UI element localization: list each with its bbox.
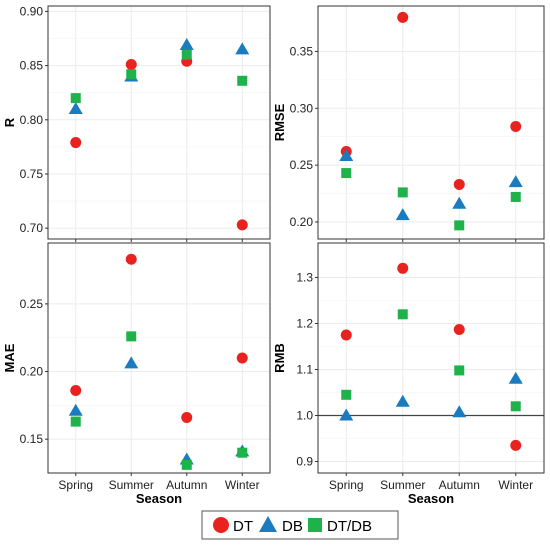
panel-r-ytick-label: 0.75 xyxy=(20,167,44,181)
panel-rmse-ylabel: RMSE xyxy=(272,103,287,141)
legend-dt-marker xyxy=(213,517,229,533)
panel-mae-dt-db-spring-marker xyxy=(70,416,81,427)
panel-mae-dt-db-winter-marker xyxy=(237,447,248,458)
panel-mae-xtick-label-spring: Spring xyxy=(58,478,93,492)
panel-rmb-dt-db-winter-marker xyxy=(510,401,521,412)
panel-rmb-xtick-label-winter: Winter xyxy=(498,478,533,492)
panel-rmse-border xyxy=(317,5,545,240)
panel-rmb-dt-db-spring-marker xyxy=(341,389,352,400)
panel-r: 0.70 0.75 0.80 0.85 0.90 R xyxy=(2,4,271,242)
panel-rmse-dt-db-winter-marker xyxy=(510,191,521,202)
panel-mae-xtick-label-autumn: Autumn xyxy=(166,478,207,492)
panel-mae-xlabel: Season xyxy=(136,491,182,506)
panel-mae-ylabel: MAE xyxy=(2,343,17,372)
panel-rmse-dt-db-spring-marker xyxy=(341,168,352,179)
panel-rmse-ytick-label: 0.25 xyxy=(290,158,314,172)
panel-rmse-db-autumn-marker xyxy=(452,196,467,209)
legend-db-label: DB xyxy=(282,518,303,535)
panel-rmb-border xyxy=(317,242,545,474)
panel-rmb-dt-db-summer-marker xyxy=(397,309,408,320)
panel-r-ytick-label: 0.70 xyxy=(20,221,44,235)
panel-rmb-ylabel: RMB xyxy=(272,343,287,373)
panel-rmse-dt-db-autumn-marker xyxy=(454,220,465,231)
panel-mae-dt-db-summer-marker xyxy=(126,331,137,342)
panels: 0.70 0.75 0.80 0.85 0.90 R 0.20 0.25 0.30 0.35 RMS… xyxy=(2,4,545,506)
panel-mae-ytick-label: 0.15 xyxy=(20,432,44,446)
panel-mae-db-summer-marker xyxy=(124,356,139,369)
panel-mae-ytick-label: 0.20 xyxy=(20,365,44,379)
panel-rmb-ytick-label: 0.9 xyxy=(296,455,313,469)
panel-rmb-xtick-label-spring: Spring xyxy=(329,478,364,492)
panel-rmb-xtick-label-autumn: Autumn xyxy=(439,478,480,492)
legend-dt-label: DT xyxy=(233,518,253,535)
panel-rmse-dt-autumn-marker xyxy=(453,178,465,190)
panel-rmb-dt-db-autumn-marker xyxy=(454,365,465,376)
panel-mae-ytick-label: 0.25 xyxy=(20,297,44,311)
legend-dtdb-marker xyxy=(308,518,322,532)
panel-r-background xyxy=(48,6,270,239)
panel-rmse-db-spring-marker xyxy=(339,149,354,162)
panel-r-dt-winter-marker xyxy=(236,219,248,231)
panel-rmse-db-summer-marker xyxy=(395,208,410,221)
panel-rmb-dt-summer-marker xyxy=(397,262,409,274)
panel-mae-db-spring-marker xyxy=(68,403,83,416)
panel-r-ytick-label: 0.90 xyxy=(20,4,44,18)
panel-mae-background xyxy=(48,243,270,473)
panel-rmb: 0.9 1.0 1.1 1.2 1.3 Spring Summer Autumn Winter R… xyxy=(272,242,545,506)
panel-r-ylabel: R xyxy=(2,117,17,127)
panel-rmb-ytick-label: 1.1 xyxy=(296,363,313,377)
panel-r-dt-spring-marker xyxy=(70,137,82,149)
legend: DT DB DT/DB xyxy=(201,510,399,540)
panel-mae: 0.15 0.20 0.25 Spring Summer Autumn Winter MAE S… xyxy=(2,242,271,506)
panel-r-db-autumn-marker xyxy=(179,38,194,51)
panel-rmb-xtick-label-summer: Summer xyxy=(380,478,425,492)
panel-r-ytick-label: 0.85 xyxy=(20,59,44,73)
panel-r-dt-db-spring-marker xyxy=(70,93,81,104)
panel-mae-border xyxy=(47,242,271,474)
panel-rmb-db-summer-marker xyxy=(395,394,410,407)
panel-rmb-xlabel: Season xyxy=(408,491,454,506)
panel-rmse-background xyxy=(318,6,544,239)
panel-rmb-dt-winter-marker xyxy=(510,439,522,451)
panel-mae-dt-winter-marker xyxy=(236,352,248,364)
panel-r-dt-db-autumn-marker xyxy=(181,49,192,60)
panel-rmb-db-spring-marker xyxy=(339,408,354,421)
panel-r-ytick-label: 0.80 xyxy=(20,113,44,127)
panel-r-dt-summer-marker xyxy=(125,59,137,71)
panel-mae-dt-autumn-marker xyxy=(181,412,193,424)
panel-rmse-ytick-label: 0.30 xyxy=(290,101,314,115)
panel-rmb-db-autumn-marker xyxy=(452,405,467,418)
panel-r-db-winter-marker xyxy=(235,42,250,55)
legend-dtdb-label: DT/DB xyxy=(327,518,372,535)
panel-rmse-db-winter-marker xyxy=(508,175,523,188)
panel-rmse-dt-summer-marker xyxy=(397,11,409,23)
legend-box xyxy=(201,510,399,540)
panel-r-dt-db-summer-marker xyxy=(126,69,137,80)
panel-rmb-dt-autumn-marker xyxy=(453,323,465,335)
panel-mae-xtick-label-winter: Winter xyxy=(225,478,260,492)
panel-mae-dt-spring-marker xyxy=(70,384,82,396)
panel-rmse-ytick-label: 0.35 xyxy=(290,44,314,58)
legend-db-marker xyxy=(259,516,277,532)
panel-rmb-dt-spring-marker xyxy=(340,329,352,341)
panel-r-db-spring-marker xyxy=(68,101,83,114)
panel-rmse-ytick-label: 0.20 xyxy=(290,215,314,229)
panel-rmb-ytick-label: 1.3 xyxy=(296,271,313,285)
panel-rmb-background xyxy=(318,243,544,473)
panel-r-dt-db-winter-marker xyxy=(237,75,248,86)
panel-rmb-db-winter-marker xyxy=(508,371,523,384)
panel-rmse-dt-db-summer-marker xyxy=(397,187,408,198)
panel-rmb-ytick-label: 1.0 xyxy=(296,409,313,423)
panel-mae-dt-summer-marker xyxy=(125,253,137,265)
panel-mae-dt-db-autumn-marker xyxy=(181,459,192,470)
panel-mae-xtick-label-summer: Summer xyxy=(109,478,154,492)
panel-rmb-ytick-label: 1.2 xyxy=(296,317,313,331)
panel-rmse-dt-winter-marker xyxy=(510,120,522,132)
panel-rmse: 0.20 0.25 0.30 0.35 RMSE xyxy=(272,5,545,242)
panel-r-border xyxy=(47,5,271,240)
